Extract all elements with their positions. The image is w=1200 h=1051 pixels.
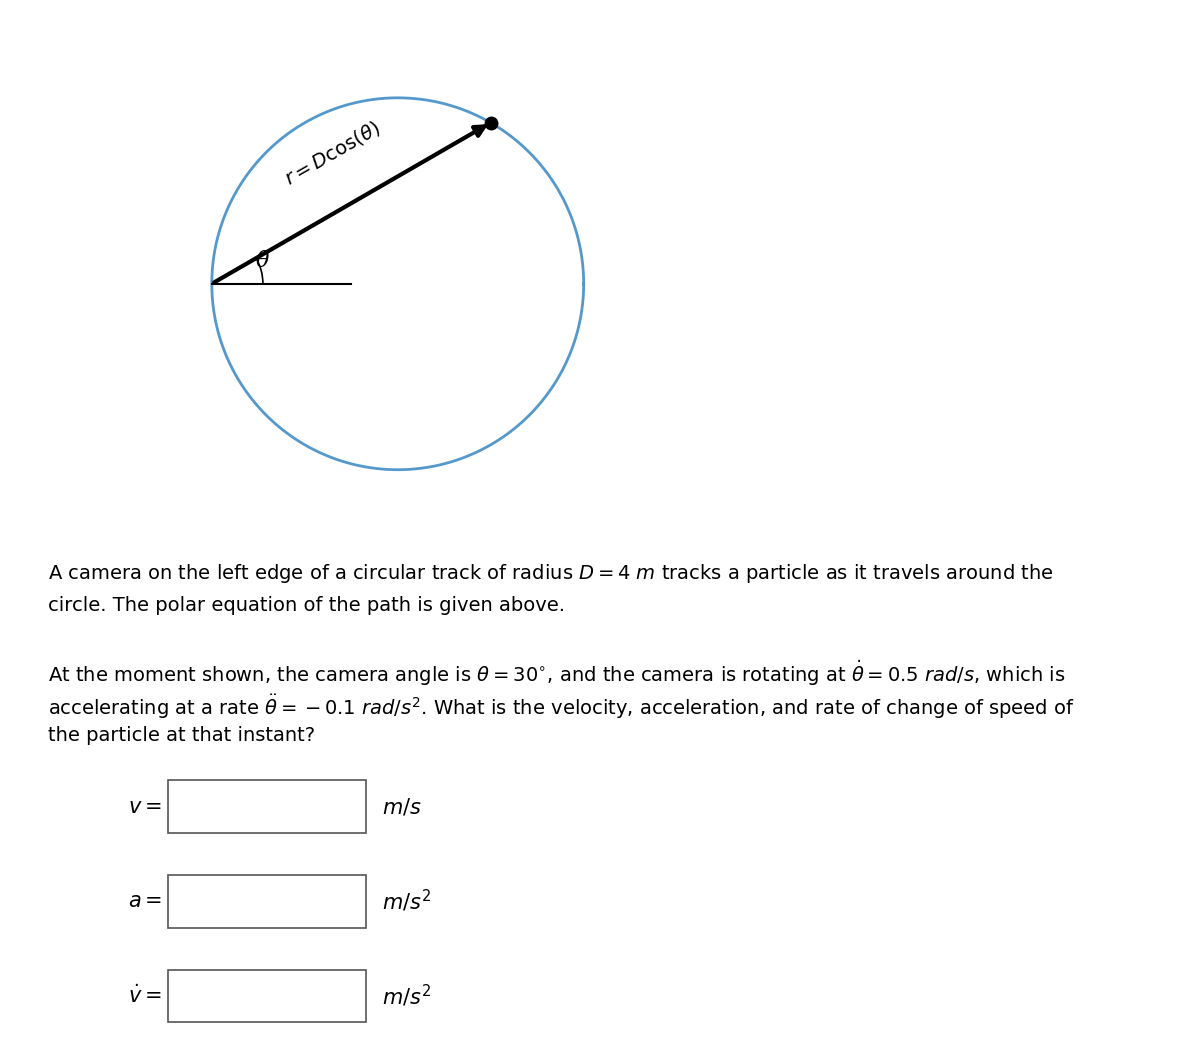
FancyBboxPatch shape — [168, 969, 366, 1022]
Text: accelerating at a rate $\ddot{\theta} = -0.1$ $rad/s^2$. What is the velocity, a: accelerating at a rate $\ddot{\theta} = … — [48, 692, 1075, 721]
Text: $r = D\cos(\theta)$: $r = D\cos(\theta)$ — [281, 118, 384, 189]
Text: At the moment shown, the camera angle is $\theta = 30^{\circ}$, and the camera i: At the moment shown, the camera angle is… — [48, 658, 1066, 687]
Text: $m/s^2$: $m/s^2$ — [382, 888, 431, 914]
Text: the particle at that instant?: the particle at that instant? — [48, 726, 316, 745]
Text: θ: θ — [256, 250, 269, 271]
Text: circle. The polar equation of the path is given above.: circle. The polar equation of the path i… — [48, 596, 565, 616]
Text: $v =$: $v =$ — [128, 797, 162, 817]
Text: $m/s$: $m/s$ — [382, 797, 421, 817]
FancyBboxPatch shape — [168, 874, 366, 928]
Text: $a =$: $a =$ — [127, 891, 162, 911]
Text: A camera on the left edge of a circular track of radius $D = 4$ $m$ tracks a par: A camera on the left edge of a circular … — [48, 562, 1054, 585]
FancyBboxPatch shape — [168, 780, 366, 832]
Text: $\dot{v} =$: $\dot{v} =$ — [128, 985, 162, 1007]
Text: $m/s^2$: $m/s^2$ — [382, 983, 431, 1009]
